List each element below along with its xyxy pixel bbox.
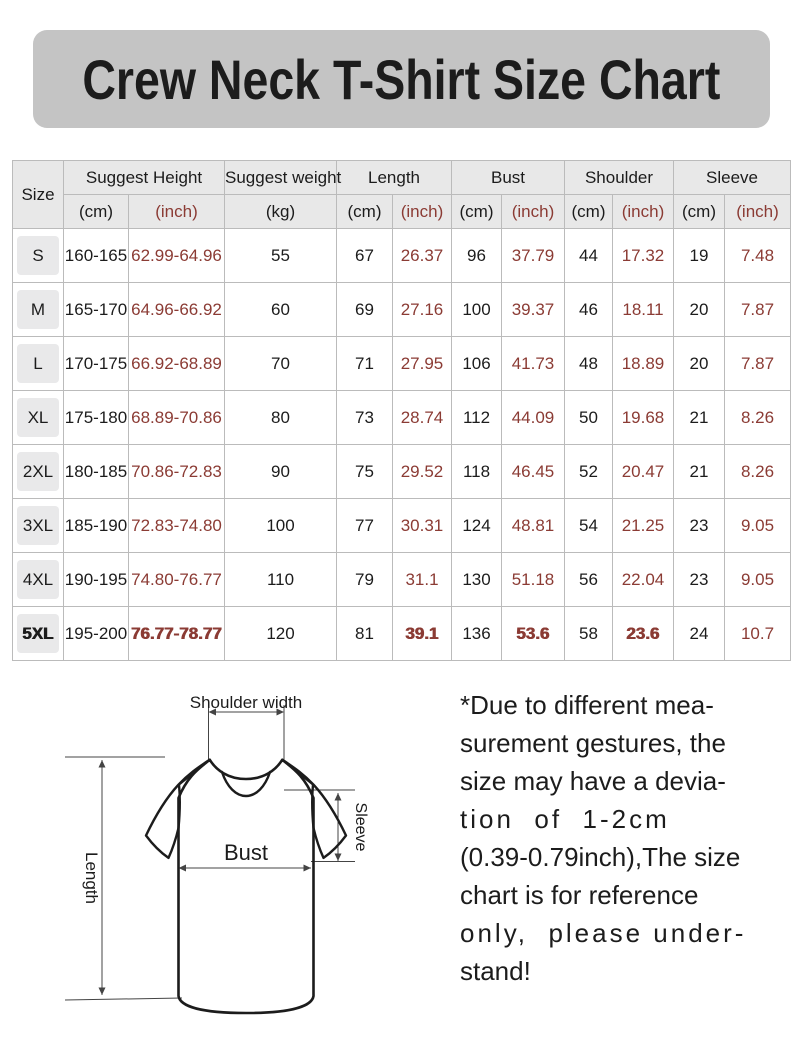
svg-text:Length: Length — [82, 852, 101, 904]
svg-text:Shoulder width: Shoulder width — [190, 693, 302, 712]
svg-text:Sleeve: Sleeve — [352, 803, 369, 852]
svg-text:Bust: Bust — [224, 840, 268, 865]
